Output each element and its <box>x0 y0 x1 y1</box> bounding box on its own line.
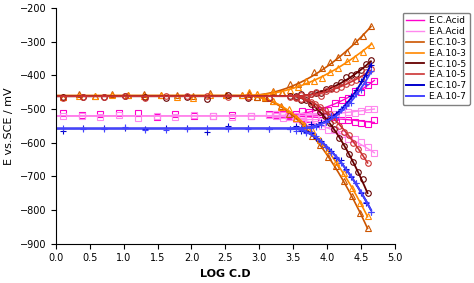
E.C.10-3 <box>275 89 281 93</box>
E.A.Acid <box>372 107 377 111</box>
E.A.Acid <box>53 114 59 117</box>
E.C.10-5 <box>110 95 116 98</box>
E.C.Acid <box>372 79 377 82</box>
E.A.10-5 <box>241 95 247 98</box>
E.A.Acid <box>195 114 201 117</box>
E.C.Acid <box>195 114 201 117</box>
E.C.10-5 <box>53 95 59 98</box>
E.A.10-7 <box>241 127 247 130</box>
E.C.10-3 <box>53 94 59 97</box>
Line: E.C.10-7: E.C.10-7 <box>56 65 371 128</box>
E.C.10-7 <box>110 127 116 130</box>
E.C.Acid <box>53 114 59 117</box>
E.A.10-5 <box>368 69 374 72</box>
E.A.10-3 <box>368 43 374 46</box>
E.A.Acid <box>315 113 320 116</box>
E.A.10-5 <box>310 93 316 96</box>
Legend: E.C.Acid, E.A.Acid, E.C.10-3, E.A.10-3, E.C.10-5, E.A.10-5, E.C.10-7, E.A.10-7: E.C.Acid, E.A.Acid, E.C.10-3, E.A.10-3, … <box>402 13 470 104</box>
Line: E.A.10-7: E.A.10-7 <box>56 72 371 128</box>
E.C.10-5 <box>310 92 316 96</box>
Line: E.A.Acid: E.A.Acid <box>56 109 374 116</box>
E.A.10-3 <box>204 94 210 97</box>
E.A.10-5 <box>325 89 330 93</box>
E.C.10-7 <box>325 119 330 122</box>
X-axis label: LOG C.D: LOG C.D <box>200 269 251 279</box>
E.A.10-7 <box>368 70 374 74</box>
E.A.10-5 <box>53 95 59 98</box>
Line: E.C.Acid: E.C.Acid <box>56 80 374 116</box>
E.A.Acid <box>296 114 301 117</box>
E.C.10-7 <box>241 127 247 130</box>
E.C.10-5 <box>326 87 331 91</box>
E.C.10-5 <box>208 95 214 98</box>
E.A.10-7 <box>53 127 59 130</box>
E.C.Acid <box>315 108 320 112</box>
E.A.10-3 <box>300 83 305 87</box>
E.C.10-3 <box>99 94 105 97</box>
Line: E.A.10-5: E.A.10-5 <box>56 70 371 96</box>
E.C.10-7 <box>326 118 331 121</box>
E.A.10-5 <box>208 95 214 98</box>
E.A.10-7 <box>326 119 331 123</box>
E.C.Acid <box>225 114 231 117</box>
E.C.10-3 <box>177 94 183 97</box>
E.A.10-7 <box>310 125 316 128</box>
E.A.10-3 <box>275 91 281 94</box>
Line: E.C.10-3: E.C.10-3 <box>56 27 371 96</box>
Line: E.A.10-3: E.A.10-3 <box>56 44 371 96</box>
Y-axis label: E vs.SCE / mV: E vs.SCE / mV <box>4 87 14 165</box>
E.C.10-3 <box>204 94 210 97</box>
E.A.10-7 <box>110 127 116 130</box>
E.A.10-5 <box>110 95 116 98</box>
E.C.10-7 <box>310 125 316 128</box>
E.C.10-7 <box>208 127 214 130</box>
E.C.Acid <box>106 114 111 117</box>
E.A.10-3 <box>99 94 105 97</box>
E.A.10-3 <box>53 94 59 97</box>
E.A.Acid <box>316 113 321 116</box>
E.C.10-5 <box>241 95 247 98</box>
E.A.10-7 <box>208 127 214 130</box>
E.C.10-3 <box>368 25 374 28</box>
E.C.10-3 <box>298 80 304 84</box>
E.C.10-7 <box>368 63 374 66</box>
E.C.Acid <box>316 108 321 111</box>
E.A.10-3 <box>177 94 183 97</box>
E.C.10-5 <box>325 88 330 91</box>
E.C.Acid <box>296 112 301 116</box>
E.A.Acid <box>106 114 111 117</box>
E.A.10-5 <box>326 89 331 93</box>
E.A.10-7 <box>325 119 330 123</box>
E.A.Acid <box>225 114 231 117</box>
E.C.10-5 <box>368 60 374 63</box>
E.C.10-3 <box>300 80 305 83</box>
Line: E.C.10-5: E.C.10-5 <box>56 61 371 96</box>
E.C.10-7 <box>53 127 59 130</box>
E.A.10-3 <box>298 84 304 87</box>
